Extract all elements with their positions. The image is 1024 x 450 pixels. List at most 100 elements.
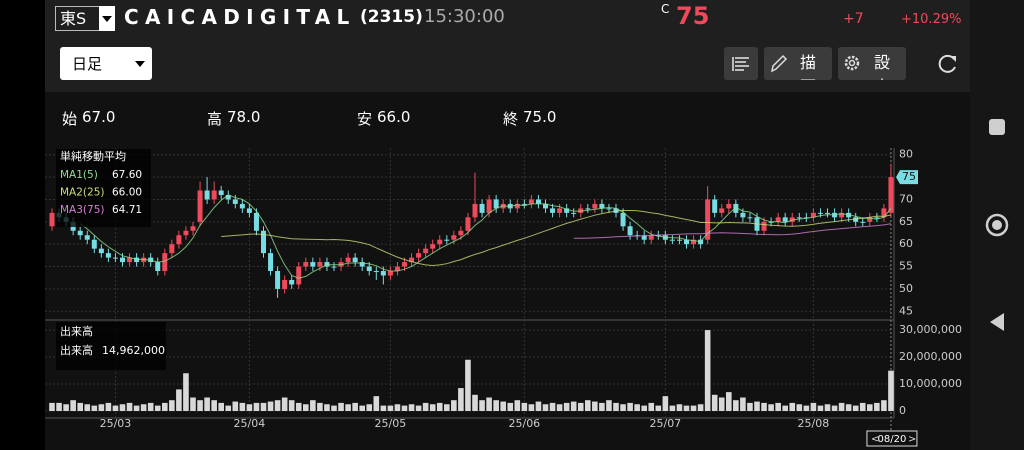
volume-bar: [331, 405, 337, 411]
volume-bar: [874, 402, 880, 411]
candle-body: [867, 217, 873, 222]
volume-bar: [345, 404, 351, 411]
volume-bar: [408, 404, 415, 411]
last-price-label: 75: [902, 170, 916, 183]
candle-body: [197, 190, 203, 222]
volume-bar: [422, 402, 429, 411]
volume-bar: [352, 402, 358, 411]
candle-body: [253, 212, 259, 231]
volume-bar: [317, 402, 323, 411]
ma-line: [79, 194, 892, 279]
candle-body: [232, 199, 238, 204]
candle-body: [268, 253, 274, 272]
candle-body: [514, 203, 520, 209]
candle-body: [564, 208, 570, 213]
volume-bar: [246, 404, 253, 411]
volume-bar: [838, 402, 845, 411]
candle-body: [874, 217, 880, 219]
candle-body: [599, 203, 605, 209]
candle-body: [289, 279, 295, 285]
volume-bar: [310, 400, 316, 411]
volume-bar: [669, 405, 676, 411]
volume-title: 出来高: [60, 324, 93, 338]
candle-body: [627, 226, 633, 236]
volume-bar: [140, 404, 147, 411]
candle-body: [705, 199, 711, 240]
list-button[interactable]: [724, 47, 758, 80]
volume-bar: [204, 397, 210, 411]
time: 15:30:00: [424, 6, 505, 27]
market-dropdown[interactable]: [99, 6, 115, 31]
volume-bar: [606, 400, 612, 411]
candle-body: [84, 235, 90, 240]
nav-back[interactable]: [990, 313, 1004, 331]
y-tick-label: 55: [899, 260, 913, 273]
ma-line: [573, 223, 891, 239]
volume-bar: [676, 404, 683, 411]
candle-body: [543, 203, 548, 209]
volume-bar: [359, 405, 365, 411]
x-tick-label: 25/07: [649, 417, 681, 430]
price-prefix: C: [661, 2, 670, 16]
draw-button[interactable]: 描画: [764, 47, 832, 80]
candle-body: [380, 271, 386, 276]
candle-body: [296, 266, 302, 285]
candle-body: [606, 208, 612, 210]
ohlc-label: 安: [357, 110, 373, 128]
volume-bar: [690, 405, 697, 411]
marks: 45 50 55 60 65 70 75 80 0 10,000,000 20,000,000 30,…: [45, 148, 962, 447]
candle-body: [669, 239, 675, 241]
settings-button[interactable]: 設定: [838, 47, 906, 80]
cursor-arrow: <: [871, 434, 879, 445]
draw-label: 描画: [800, 53, 817, 80]
candle-body: [817, 212, 823, 214]
refresh-button[interactable]: [936, 52, 960, 80]
period-select[interactable]: 日足: [60, 47, 152, 80]
volume-bar: [162, 402, 168, 411]
candle-body: [423, 248, 429, 254]
candle-body: [458, 230, 464, 236]
candle-body: [430, 244, 436, 249]
candle-body: [282, 279, 288, 289]
volume-bar: [563, 402, 570, 411]
candle-body: [373, 271, 379, 273]
candle-body: [465, 217, 471, 231]
candle-body: [733, 203, 739, 213]
nav-home[interactable]: [985, 213, 1009, 237]
volume-bar: [803, 405, 810, 411]
volume-bar: [126, 402, 133, 411]
volume-bar: [70, 400, 76, 411]
volume-bar: [486, 397, 492, 411]
candle-body: [585, 208, 591, 210]
volume-bar: [613, 402, 619, 411]
candle-body: [472, 203, 478, 218]
volume-bar: [535, 401, 542, 411]
volume-bar: [479, 400, 485, 411]
candle-body: [747, 217, 753, 219]
candle-body: [550, 208, 556, 213]
candle-body: [176, 235, 182, 245]
volume-bar: [112, 405, 119, 411]
volume-bar: [444, 404, 450, 411]
volume-bar: [641, 405, 647, 411]
volume-bar: [810, 402, 817, 411]
ohlc-label: 始: [62, 110, 78, 128]
candle-body: [225, 194, 231, 200]
volume-tick-label: 20,000,000: [899, 350, 962, 363]
candle-body: [648, 235, 654, 240]
volume-bar: [789, 402, 796, 411]
volume-bar: [754, 401, 760, 411]
volume-bar: [831, 405, 838, 411]
candle-body: [359, 262, 365, 267]
candle-body: [310, 262, 316, 267]
y-tick-label: 50: [899, 282, 913, 295]
volume-bar: [133, 405, 140, 411]
volume-bar: [549, 402, 556, 411]
volume-bar: [169, 400, 175, 411]
volume-bar: [845, 404, 852, 411]
nav-recent[interactable]: [989, 119, 1005, 135]
ohlc-value: 67.0: [82, 108, 116, 126]
volume-bar: [620, 404, 626, 411]
